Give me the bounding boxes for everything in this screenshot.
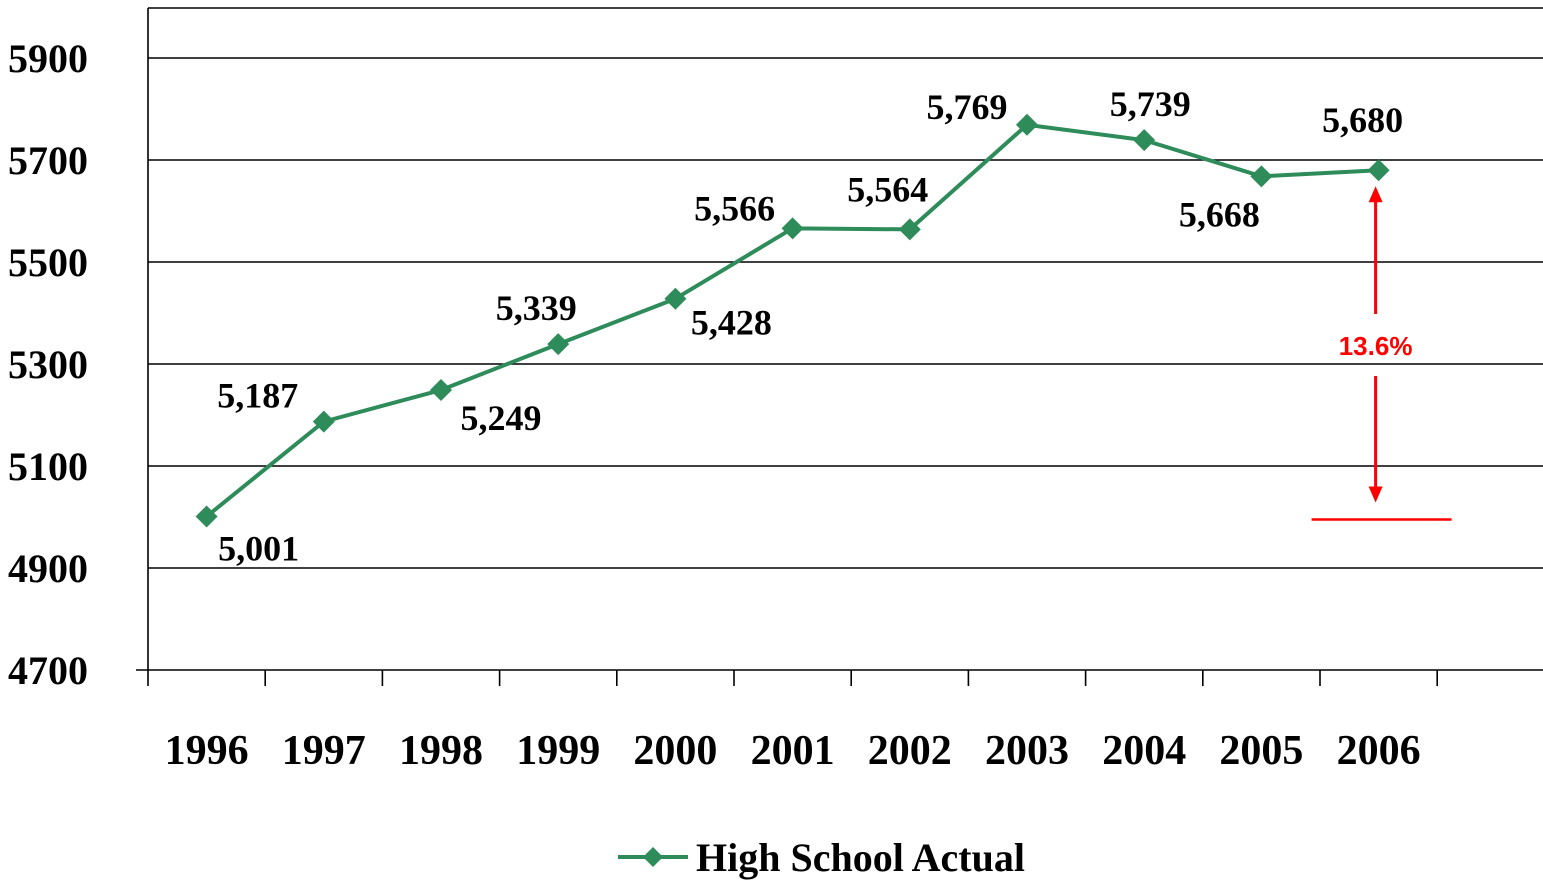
data-label: 5,769	[927, 87, 1008, 127]
gridlines	[148, 57, 1543, 569]
legend: High School Actual	[618, 835, 1025, 880]
x-tick-label: 2003	[985, 728, 1069, 774]
data-label: 5,680	[1322, 100, 1403, 140]
data-label: 5,668	[1179, 194, 1260, 234]
data-point-marker	[781, 217, 804, 240]
x-axis-ticks: 1996 1997 1998 1999 2000 2001 2002 2003 2004 2005…	[147, 670, 1438, 774]
y-tick-label: 5100	[8, 444, 88, 489]
y-tick-label: 5500	[8, 240, 88, 285]
arrow-down-head	[1368, 486, 1383, 503]
x-tick-label: 2005	[1219, 728, 1303, 774]
x-tick-label: 2002	[868, 728, 952, 774]
legend-marker-swatch	[643, 847, 663, 867]
x-tick-label: 1999	[516, 728, 600, 774]
y-tick-label: 5700	[8, 138, 88, 183]
data-point-marker	[1133, 129, 1156, 152]
data-label: 5,566	[694, 188, 775, 228]
x-tick-label: 1998	[399, 728, 483, 774]
data-point-marker	[664, 287, 687, 310]
data-label: 5,001	[218, 528, 299, 568]
x-tick-label: 2006	[1337, 728, 1421, 774]
arrow-up-head	[1368, 186, 1383, 203]
axes	[136, 7, 1543, 671]
legend-label: High School Actual	[696, 835, 1025, 880]
data-label: 5,339	[496, 288, 577, 328]
y-tick-label: 4900	[8, 546, 88, 591]
data-point-marker	[1367, 159, 1390, 182]
y-tick-label: 5300	[8, 342, 88, 387]
data-label: 5,564	[847, 169, 928, 209]
y-axis-ticks: 4700 4900 5100 5300 5500 5700 5900	[8, 36, 88, 693]
y-tick-label: 4700	[8, 648, 88, 693]
x-tick-label: 1996	[165, 728, 249, 774]
data-point-marker	[1250, 165, 1273, 188]
y-tick-label: 5900	[8, 36, 88, 81]
data-point-marker	[898, 218, 921, 241]
annotation-label: 13.6%	[1339, 331, 1413, 361]
data-point-marker	[312, 410, 335, 433]
data-point-marker	[430, 379, 452, 402]
data-point-marker	[195, 505, 218, 528]
series-high-school-actual	[195, 113, 1390, 528]
data-label: 5,249	[461, 398, 542, 438]
x-tick-label: 1997	[282, 728, 366, 774]
x-tick-label: 2000	[633, 728, 717, 774]
x-tick-label: 2004	[1102, 728, 1186, 774]
data-labels: 5,001 5,187 5,249 5,339 5,428 5,566 5,564 5,769…	[217, 84, 1403, 568]
x-tick-label: 2001	[751, 728, 835, 774]
series-line	[205, 122, 1379, 519]
growth-annotation: 13.6%	[1311, 186, 1452, 521]
data-label: 5,739	[1110, 84, 1191, 124]
data-label: 5,428	[691, 303, 772, 343]
data-point-marker	[547, 333, 570, 356]
data-point-marker	[1016, 113, 1038, 136]
data-label: 5,187	[217, 376, 298, 416]
